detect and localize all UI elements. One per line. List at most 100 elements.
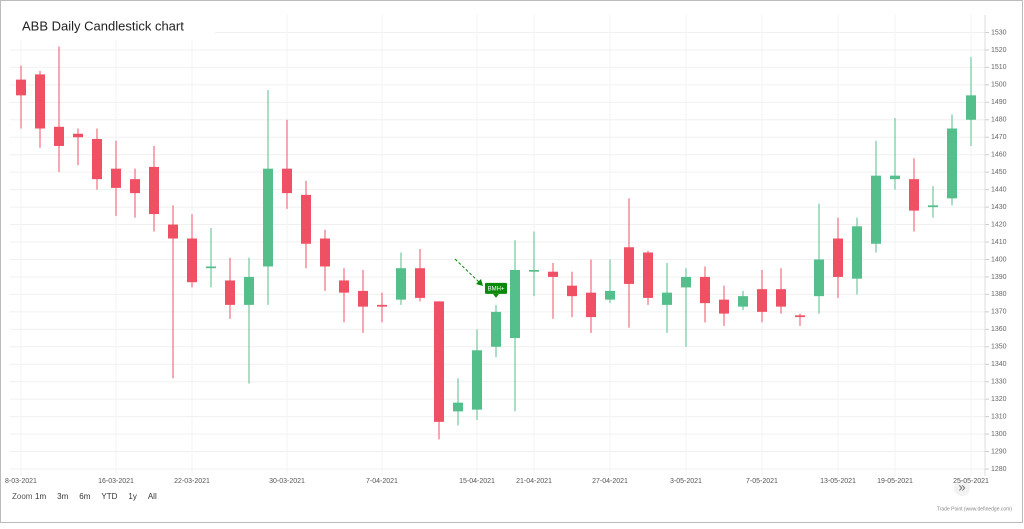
annotation-box: [485, 282, 507, 294]
candle-body: [339, 280, 349, 293]
y-tick-label: 1510: [991, 64, 1007, 71]
candle-body: [548, 271, 558, 277]
candle-body: [719, 299, 729, 314]
candle-body: [776, 289, 786, 307]
y-tick-label: 1450: [991, 169, 1007, 176]
candle-body: [814, 259, 824, 297]
candle-body: [225, 280, 235, 305]
x-tick-label: 27-04-2021: [592, 478, 628, 485]
y-tick-label: 1460: [991, 152, 1007, 159]
y-tick-label: 1300: [991, 431, 1007, 438]
candle-body: [130, 179, 140, 194]
x-tick-label: 7-04-2021: [366, 478, 398, 485]
candle-body: [795, 315, 805, 318]
zoom-button[interactable]: 1y: [128, 492, 136, 501]
zoom-label: Zoom: [12, 492, 33, 501]
candle-body: [35, 74, 45, 129]
candle-body: [757, 289, 767, 312]
y-tick-label: 1290: [991, 448, 1007, 455]
y-tick-label: 1390: [991, 274, 1007, 281]
candle-body: [586, 292, 596, 318]
zoom-button[interactable]: YTD: [101, 492, 117, 501]
x-tick-label: 22-03-2021: [174, 478, 210, 485]
candle-body: [168, 224, 178, 239]
candle-body: [833, 238, 843, 277]
candle-body: [510, 269, 520, 339]
candle-body: [320, 238, 330, 267]
x-tick-label: 8-03-2021: [5, 478, 37, 485]
candle-body: [567, 285, 577, 297]
x-tick-label: 19-05-2021: [877, 478, 913, 485]
y-tick-label: 1360: [991, 326, 1007, 333]
y-tick-label: 1440: [991, 186, 1007, 193]
candle-body: [187, 238, 197, 283]
y-tick-label: 1410: [991, 239, 1007, 246]
x-tick-label: 21-04-2021: [516, 478, 552, 485]
candle-body: [700, 276, 710, 304]
y-tick-label: 1320: [991, 396, 1007, 403]
y-tick-label: 1370: [991, 309, 1007, 316]
x-tick-label: 3-05-2021: [670, 478, 702, 485]
candle-body: [529, 269, 539, 272]
y-tick-label: 1280: [991, 466, 1007, 473]
candle-body: [947, 128, 957, 199]
y-tick-label: 1380: [991, 291, 1007, 298]
candle-body: [890, 175, 900, 180]
zoom-button[interactable]: All: [148, 492, 157, 501]
y-tick-label: 1420: [991, 221, 1007, 228]
candle-body: [263, 168, 273, 267]
candle-body: [852, 226, 862, 279]
candle-body: [73, 133, 83, 138]
title-box: [10, 14, 215, 40]
candle-body: [928, 205, 938, 208]
y-tick-label: 1530: [991, 29, 1007, 36]
candle-body: [396, 268, 406, 300]
candle-body: [966, 95, 976, 120]
candles: [16, 46, 976, 440]
nav-button-bg[interactable]: [954, 480, 970, 496]
candle-body: [282, 168, 292, 194]
x-tick-label: 30-03-2021: [269, 478, 305, 485]
y-tick-label: 1480: [991, 117, 1007, 124]
y-tick-label: 1350: [991, 344, 1007, 351]
zoom-button[interactable]: 1m: [35, 492, 46, 501]
candle-body: [358, 290, 368, 307]
candle-body: [54, 126, 64, 146]
annotation-pointer: [493, 293, 499, 298]
candle-body: [453, 402, 463, 412]
y-tick-label: 1430: [991, 204, 1007, 211]
candle-body: [491, 311, 501, 347]
candle-body: [92, 138, 102, 180]
annotation-arrow: [454, 258, 481, 284]
annotation-arrowhead: [476, 279, 483, 286]
candle-body: [434, 301, 444, 422]
candle-body: [16, 79, 26, 96]
x-tick-label: 16-03-2021: [98, 478, 134, 485]
candle-body: [738, 296, 748, 307]
candle-body: [206, 266, 216, 269]
candle-body: [909, 179, 919, 211]
y-tick-label: 1520: [991, 47, 1007, 54]
candle-body: [624, 247, 634, 284]
candle-body: [681, 276, 691, 288]
x-tick-label: 13-05-2021: [820, 478, 856, 485]
x-tick-label: 25-05-2021: [953, 478, 989, 485]
y-tick-label: 1490: [991, 99, 1007, 106]
candle-body: [111, 168, 121, 188]
x-tick-label: 7-05-2021: [746, 478, 778, 485]
y-tick-label: 1500: [991, 82, 1007, 89]
candle-body: [662, 292, 672, 305]
candle-body: [643, 252, 653, 298]
y-tick-label: 1470: [991, 134, 1007, 141]
y-tick-label: 1340: [991, 361, 1007, 368]
chart-title: ABB Daily Candlestick chart: [22, 18, 184, 33]
x-tick-label: 15-04-2021: [459, 478, 495, 485]
nav-button[interactable]: »: [958, 479, 965, 494]
zoom-button[interactable]: 3m: [57, 492, 68, 501]
y-tick-label: 1400: [991, 256, 1007, 263]
candle-body: [605, 290, 615, 300]
zoom-button[interactable]: 6m: [79, 492, 90, 501]
y-tick-label: 1310: [991, 413, 1007, 420]
